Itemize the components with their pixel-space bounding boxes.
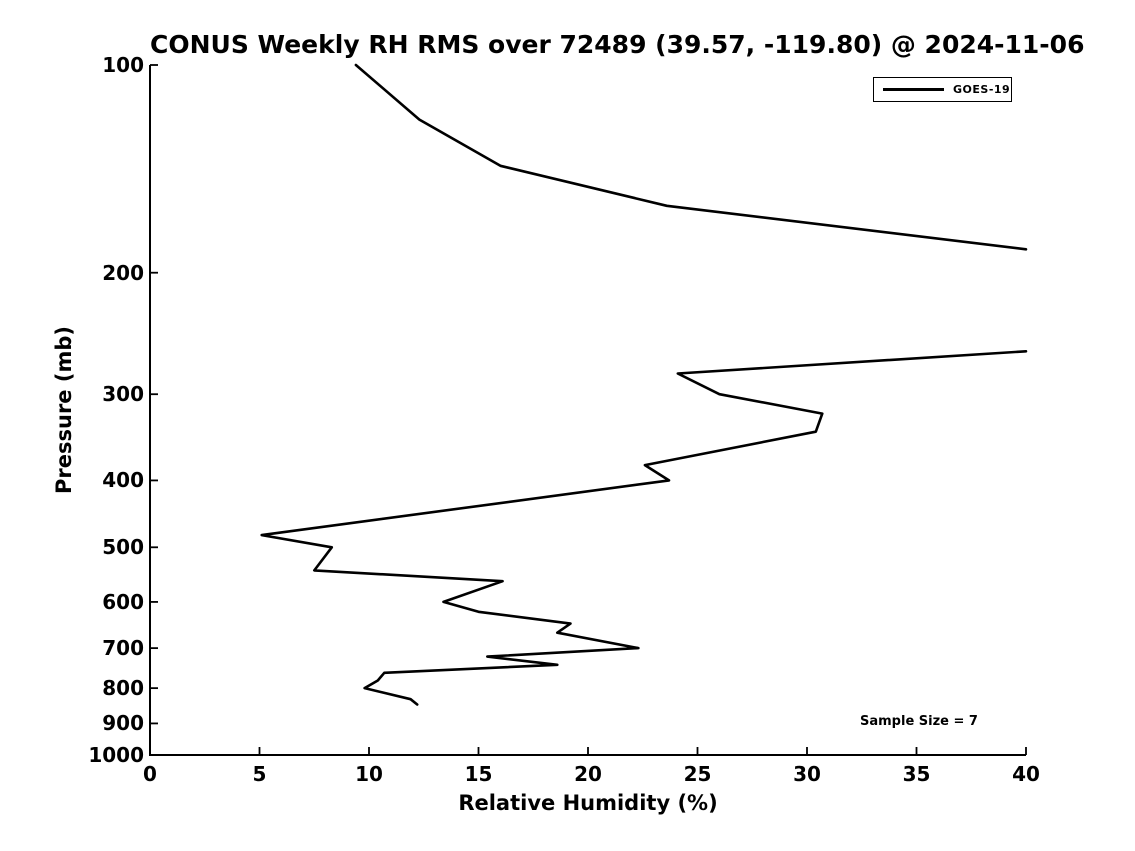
y-tick-label: 800 bbox=[102, 676, 144, 701]
y-tick-label: 100 bbox=[102, 53, 144, 77]
rh-rms-line bbox=[260, 63, 1028, 706]
y-tick-label: 600 bbox=[102, 589, 144, 614]
x-tick-label: 40 bbox=[1012, 762, 1040, 786]
x-tick-label: 30 bbox=[793, 762, 821, 786]
x-tick-label: 25 bbox=[683, 762, 712, 786]
y-tick-label: 1000 bbox=[88, 743, 144, 767]
y-tick-label: 400 bbox=[102, 468, 144, 493]
y-tick-label: 500 bbox=[102, 535, 144, 560]
x-tick-label: 10 bbox=[355, 762, 383, 786]
x-tick-label: 0 bbox=[143, 762, 157, 786]
x-axis-label: Relative Humidity (%) bbox=[458, 791, 718, 815]
y-tick-label: 700 bbox=[102, 636, 144, 661]
x-tick-label: 15 bbox=[464, 762, 493, 786]
chart-title: CONUS Weekly RH RMS over 72489 (39.57, -… bbox=[150, 30, 1085, 59]
y-tick-label: 300 bbox=[102, 382, 144, 407]
legend: GOES-19 bbox=[873, 77, 1012, 102]
x-tick-label: 35 bbox=[902, 762, 931, 786]
y-tick-label: 900 bbox=[102, 711, 144, 736]
sample-size-annotation: Sample Size = 7 bbox=[860, 714, 978, 729]
x-tick-label: 20 bbox=[574, 762, 602, 786]
x-tick-label: 5 bbox=[252, 762, 267, 786]
legend-label: GOES-19 bbox=[953, 83, 1011, 96]
y-tick-label: 200 bbox=[102, 260, 144, 285]
legend-line-sample bbox=[883, 88, 944, 91]
